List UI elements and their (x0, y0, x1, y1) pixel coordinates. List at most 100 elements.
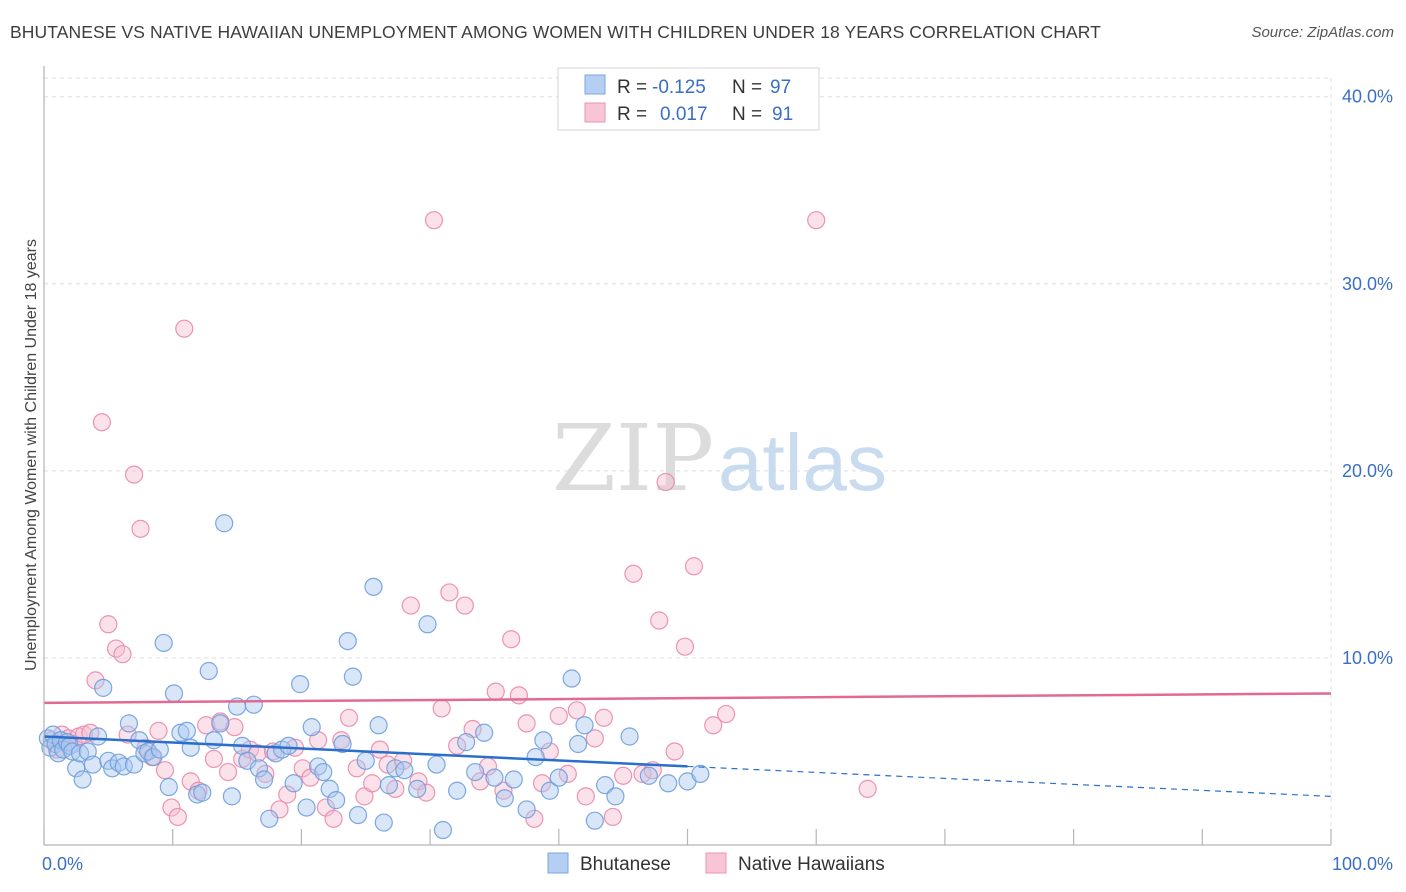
bhutanese-point-96 (691, 764, 710, 784)
bhutanese-point-50 (279, 736, 298, 755)
legend-top: R = -0.125 N = 97 R = 0.017 N = 91 (557, 67, 820, 131)
bhutanese-point-84 (540, 781, 559, 800)
y-tick-label-2: 30.0% (1342, 274, 1393, 294)
native-hawaiians-point-29 (225, 718, 244, 737)
bhutanese-point-62 (348, 805, 368, 825)
native-hawaiians-point-22 (175, 319, 194, 338)
native-hawaiians-point-77 (603, 807, 622, 827)
trend-lines (43, 692, 1332, 797)
native-hawaiians-point-55 (424, 211, 444, 230)
legend-r-label-bhutanese: R = (617, 77, 647, 98)
bhutanese-point-60 (338, 631, 357, 651)
native-hawaiians-point-86 (684, 557, 704, 576)
bhutanese-point-14 (83, 755, 103, 774)
bhutanese-point-65 (369, 716, 388, 735)
native-hawaiians-point-84 (665, 742, 684, 761)
native-hawaiians-point-58 (448, 736, 467, 755)
native-hawaiians-point-47 (363, 774, 382, 793)
bhutanese-point-25 (139, 742, 158, 761)
native-hawaiians-point-71 (549, 706, 568, 726)
native-hawaiians-point-68 (525, 809, 544, 828)
bhutanese-point-82 (526, 747, 545, 767)
bhutanese-point-30 (164, 684, 184, 703)
legend-r-value-bhutanese: -0.125 (652, 77, 706, 98)
native-hawaiians-point-79 (624, 564, 643, 583)
x-tick-labels: 0.0% 100.0% (42, 854, 1393, 874)
bhutanese-point-87 (569, 734, 588, 754)
legend-bottom-label-native-hawaiians: Native Hawaiians (738, 854, 885, 875)
bhutanese-point-29 (159, 777, 178, 797)
bhutanese-point-55 (309, 757, 328, 776)
bhutanese-point-72 (427, 755, 446, 774)
bhutanese-point-70 (408, 779, 427, 798)
bhutanese-point-22 (124, 755, 144, 774)
native-hawaiians-point-15 (131, 519, 150, 538)
legend-n-label-native-hawaiians: N = (732, 104, 762, 125)
bhutanese-point-64 (364, 577, 383, 596)
bhutanese-point-53 (297, 798, 316, 817)
native-hawaiians-point-64 (494, 781, 513, 800)
bhutanese-point-61 (343, 667, 362, 686)
legend-n-label-bhutanese: N = (732, 77, 762, 98)
bhutanese-point-79 (495, 789, 514, 808)
native-hawaiians-point-52 (401, 596, 420, 615)
native-hawaiians-point-12 (113, 645, 132, 664)
bhutanese-point-56 (314, 762, 333, 782)
native-hawaiians-point-26 (204, 749, 223, 769)
legend-r-label-native-hawaiians: R = (617, 104, 647, 125)
bhutanese-point-58 (327, 791, 346, 810)
native-hawaiians-point-65 (502, 630, 521, 649)
legend-n-value-bhutanese: 97 (770, 77, 791, 98)
bhutanese-point-67 (379, 776, 399, 795)
bhutanese-point-80 (504, 770, 523, 789)
bhutanese-point-27 (150, 740, 169, 759)
native-hawaiians-point-44 (339, 708, 359, 727)
legend-swatch-bhutanese (584, 74, 606, 95)
legend-r-value-native-hawaiians: 0.017 (660, 104, 708, 125)
legend-bottom-label-bhutanese: Bhutanese (580, 854, 671, 875)
native-hawaiians-point-88 (717, 704, 736, 724)
native-hawaiians-point-74 (576, 787, 595, 806)
y-tick-label-0: 10.0% (1342, 648, 1393, 668)
bhutanese-point-36 (199, 661, 218, 681)
legend-swatch-native-hawaiians (584, 102, 606, 123)
bhutanese-point-35 (193, 783, 212, 802)
legend-bottom: Bhutanese Native Hawaiians (547, 852, 885, 875)
bhutanese-point-16 (94, 678, 113, 697)
native-hawaiians-point-63 (486, 682, 505, 701)
native-hawaiians-point-48 (370, 740, 390, 759)
native-hawaiians-point-76 (594, 708, 613, 727)
y-tick-labels: 10.0% 20.0% 30.0% 40.0% (1342, 87, 1393, 668)
bhutanese-point-54 (302, 718, 321, 737)
bhutanese-point-45 (249, 759, 269, 778)
bhutanese-point-46 (254, 770, 274, 789)
y-tick-label-3: 40.0% (1342, 87, 1393, 107)
bhutanese-point-37 (204, 731, 223, 750)
axes (43, 66, 1332, 846)
native-hawaiians-point-18 (149, 721, 168, 740)
y-tick-label-1: 20.0% (1342, 461, 1393, 481)
bhutanese-point-89 (585, 811, 604, 830)
native-hawaiians-point-67 (517, 714, 536, 733)
bhutanese-point-66 (374, 813, 393, 832)
native-hawaiians-point-36 (278, 785, 297, 804)
bhutanese-point-38 (211, 714, 230, 733)
bhutanese-point-73 (433, 820, 453, 840)
source-label: Source: ZipAtlas.com (1251, 24, 1394, 41)
native-hawaiians-point-20 (162, 798, 181, 817)
bhutanese-point-91 (606, 787, 625, 806)
chart-title: BHUTANESE VS NATIVE HAWAIIAN UNEMPLOYMEN… (10, 22, 1101, 42)
native-hawaiians-point-42 (324, 809, 343, 828)
native-hawaiians-point-85 (675, 637, 695, 656)
series-native-hawaiians-points (42, 211, 877, 828)
native-hawaiians-point-78 (614, 766, 633, 785)
native-hawaiians-point-87 (704, 716, 723, 735)
native-hawaiians-point-21 (168, 807, 187, 827)
native-hawaiians-point-89 (807, 211, 826, 230)
trend-line-native-hawaiians (43, 692, 1332, 705)
bhutanese-point-32 (177, 721, 196, 740)
native-hawaiians-point-10 (99, 615, 118, 634)
native-hawaiians-point-38 (293, 759, 312, 778)
bhutanese-point-51 (284, 774, 303, 793)
